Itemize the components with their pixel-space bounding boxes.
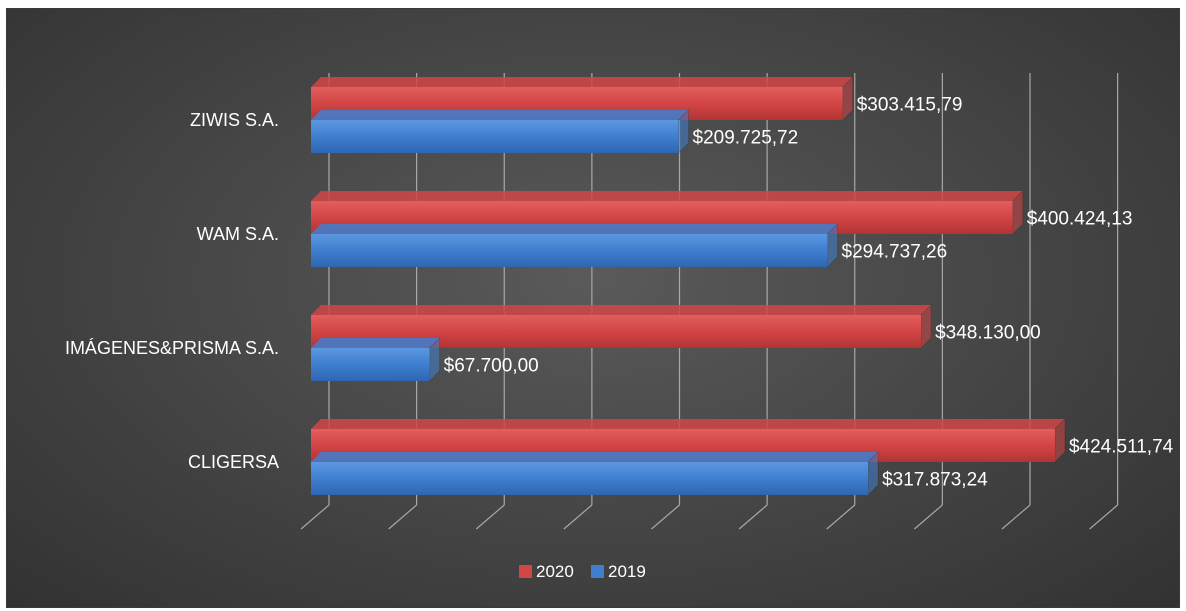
floor-line-5 xyxy=(738,504,768,530)
category-label-2: WAM S.A. xyxy=(197,224,279,244)
category-label-1: IMÁGENES&PRISMA S.A. xyxy=(65,338,279,358)
bar-2020-1 xyxy=(311,303,932,350)
data-label-2019-0: $317.873,24 xyxy=(882,470,988,491)
data-label-2019-2: $294.737,26 xyxy=(842,242,948,263)
floor-line-3 xyxy=(563,504,593,530)
floor-line-8 xyxy=(1001,504,1031,530)
bar-top-face xyxy=(311,419,1065,429)
category-label-0: CLIGERSA xyxy=(188,452,279,472)
bar-top-face xyxy=(311,224,838,234)
category-label-3: ZIWIS S.A. xyxy=(190,110,279,130)
legend-swatch-2020 xyxy=(519,565,532,578)
legend-label-2019: 2019 xyxy=(608,562,646,581)
bar-top-face xyxy=(311,305,932,315)
floor-line-1 xyxy=(388,504,418,530)
bar-top-face xyxy=(311,110,689,120)
floor-line-6 xyxy=(826,504,856,530)
floor-line-9 xyxy=(1089,504,1119,530)
data-label-2019-1: $67.700,00 xyxy=(444,356,539,377)
data-label-2020-2: $400.424,13 xyxy=(1027,209,1133,230)
bar-2019-3 xyxy=(311,108,690,155)
chart-area: $424.511,74 $317.873,24 CLIGERSA $348.130,0… xyxy=(6,8,1180,608)
legend-swatch-2019 xyxy=(591,565,604,578)
bar-2019-0 xyxy=(311,450,879,497)
floor-line-0 xyxy=(300,504,330,530)
data-label-2020-0: $424.511,74 xyxy=(1069,437,1174,458)
data-label-2020-3: $303.415,79 xyxy=(857,95,963,116)
data-label-2020-1: $348.130,00 xyxy=(935,323,1041,344)
floor-line-7 xyxy=(913,504,943,530)
bar-top-face xyxy=(311,191,1023,201)
legend-label-2020: 2020 xyxy=(536,562,574,581)
legend: 2020 2019 xyxy=(519,562,646,581)
bar-2019-2 xyxy=(311,222,839,269)
data-label-2019-3: $209.725,72 xyxy=(693,128,799,149)
floor-line-2 xyxy=(475,504,505,530)
bars xyxy=(311,75,1066,497)
bar-chart: $424.511,74 $317.873,24 CLIGERSA $348.130,0… xyxy=(65,73,1174,581)
labels: $424.511,74 $317.873,24 CLIGERSA $348.130,0… xyxy=(65,95,1174,491)
bar-front-face xyxy=(311,462,869,495)
bar-front-face xyxy=(311,120,679,153)
bar-top-face xyxy=(311,77,853,87)
bar-front-face xyxy=(311,234,828,267)
bar-top-face xyxy=(311,338,440,348)
bar-2019-1 xyxy=(311,336,441,383)
bar-top-face xyxy=(311,452,879,462)
floor-line-4 xyxy=(651,504,680,530)
bar-front-face xyxy=(311,348,430,381)
